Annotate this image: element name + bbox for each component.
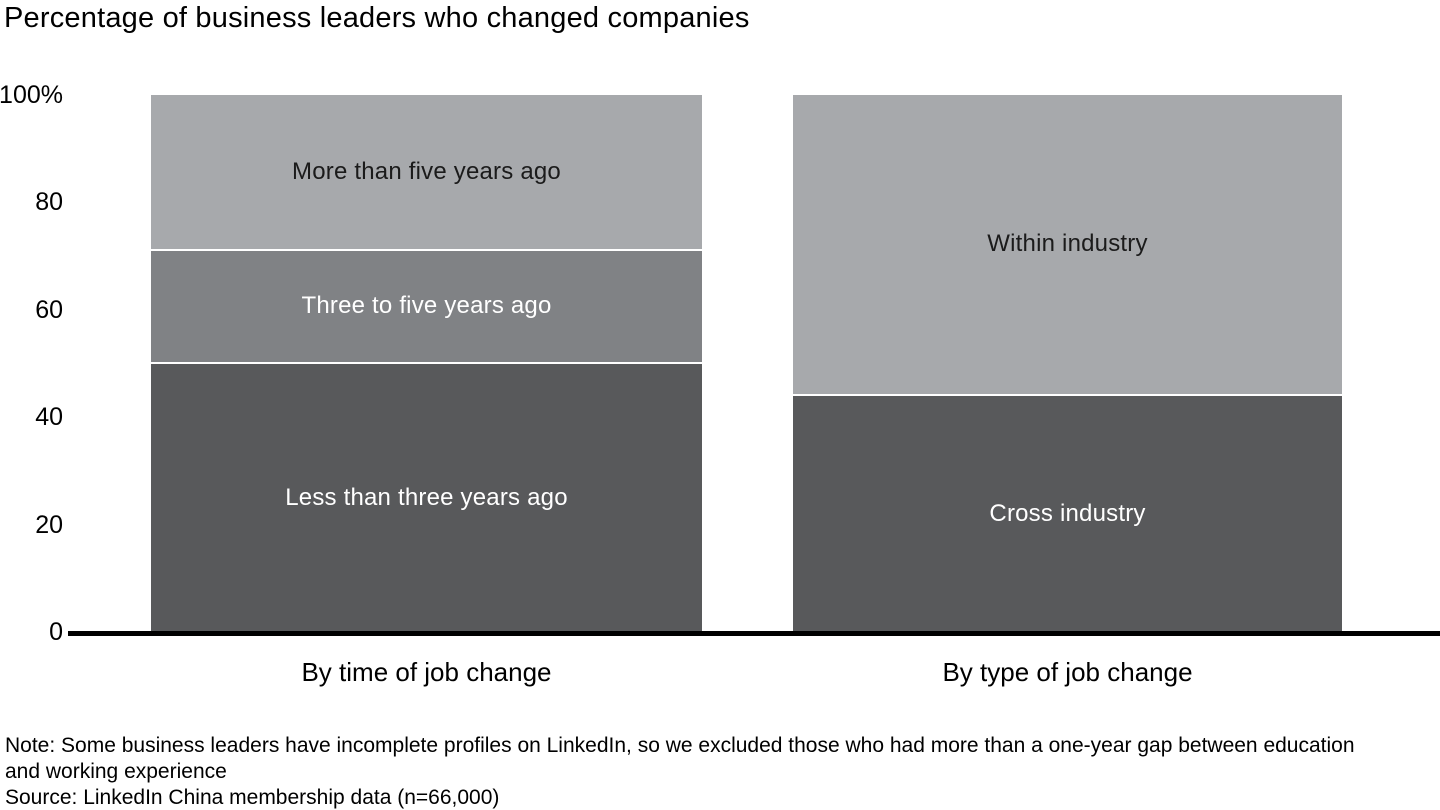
bar-segment: Cross industry [793,395,1342,632]
segment-label: More than five years ago [292,157,561,185]
bar-segment: Within industry [793,95,1342,396]
segment-label: Cross industry [989,499,1146,527]
stacked-bar: Cross industry Within industry [793,95,1342,632]
chart-title: Percentage of business leaders who chang… [4,2,750,34]
category-label: By time of job change [301,657,552,687]
y-tick-label: 60 [35,295,63,324]
footnotes: Note: Some business leaders have incompl… [5,733,1357,810]
note-text: Note: Some business leaders have incompl… [5,734,1355,783]
bar-segment: Three to five years ago [151,250,702,364]
segment-label: Less than three years ago [285,483,568,511]
source-text: Source: LinkedIn China membership data (… [5,786,500,809]
bar-segment: Less than three years ago [151,363,702,632]
x-axis-baseline [68,631,1440,636]
bar-segment: More than five years ago [151,95,702,251]
y-tick-label: 0 [49,618,63,646]
category-label: By type of job change [942,657,1193,687]
y-tick-label: 20 [35,510,63,539]
y-tick-label: 100% [0,81,63,109]
y-tick-label: 80 [35,188,63,217]
stacked-bar: Less than three years ago Three to five y… [151,95,702,632]
segment-label: Within industry [987,230,1148,258]
y-tick-label: 40 [35,403,63,432]
segment-label: Three to five years ago [301,292,552,320]
